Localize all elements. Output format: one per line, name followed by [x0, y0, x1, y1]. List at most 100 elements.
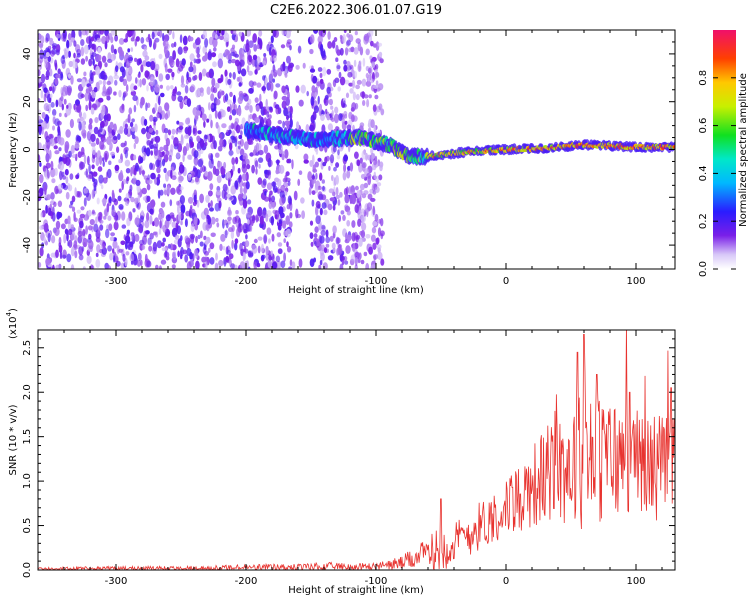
spectrogram-noise-cell	[379, 164, 383, 172]
spectrogram-noise-cell	[130, 153, 135, 161]
spectrogram-noise-cell	[340, 210, 345, 215]
spectrogram-noise-cell	[159, 113, 162, 120]
spectrogram-noise-cell	[139, 165, 143, 173]
spectrogram-noise-cell	[165, 150, 170, 157]
spectrogram-noise-cell	[350, 185, 356, 195]
spectrogram-noise-cell	[182, 35, 188, 46]
spectrogram-noise-cell	[189, 233, 195, 240]
spectrogram-noise-cell	[58, 147, 62, 152]
spectrogram-noise-cell	[218, 133, 223, 139]
spectrogram-noise-cell	[91, 209, 95, 215]
spectrogram-noise-cell	[151, 31, 155, 40]
spectrogram-noise-cell	[319, 260, 323, 266]
spectrogram-noise-cell	[282, 178, 287, 183]
spectrogram-noise-cell	[188, 36, 194, 42]
spectrogram-noise-cell	[246, 164, 251, 170]
spectrogram-noise-cell	[133, 104, 137, 113]
spectrogram-noise-cell	[192, 253, 195, 262]
spectrogram-noise-cell	[126, 229, 130, 235]
spectrogram-noise-cell	[64, 228, 69, 235]
spectrogram-noise-cell	[337, 86, 342, 92]
spectrogram-noise-cell	[66, 104, 69, 109]
spectrogram-noise-cell	[131, 118, 135, 123]
spectrogram-noise-cell	[346, 234, 352, 241]
spectrogram-noise-cell	[113, 74, 119, 80]
spectrogram-noise-cell	[210, 200, 213, 208]
spectrogram-noise-cell	[222, 246, 226, 251]
spectrogram-noise-cell	[225, 93, 229, 102]
spectrogram-noise-cell	[166, 185, 171, 195]
spectrogram-noise-cell	[249, 152, 254, 157]
spectrogram-noise-cell	[365, 234, 371, 239]
spectrogram-noise-cell	[198, 72, 203, 81]
spectrogram-noise-cell	[262, 210, 267, 216]
spectrogram-noise-cell	[283, 252, 286, 262]
spectrogram-noise-cell	[159, 146, 164, 151]
spectrogram-noise-cell	[315, 172, 318, 180]
spectrogram-noise-cell	[322, 162, 327, 167]
spectrogram-noise-cell	[146, 102, 151, 109]
spectrogram-noise-cell	[277, 248, 283, 255]
spectrogram-noise-cell	[137, 73, 141, 78]
spectrogram-noise-cell	[276, 232, 281, 238]
spectrogram-noise-cell	[321, 179, 325, 184]
spectrogram-noise-cell	[89, 129, 93, 134]
svg-text:(x104): (x104)	[5, 308, 19, 339]
spectrogram-noise-cell	[225, 49, 231, 60]
spectrogram-noise-cell	[344, 79, 350, 85]
spectrogram-noise-cell	[197, 158, 204, 168]
spectrogram-noise-cell	[50, 101, 55, 108]
spectrogram-noise-cell	[92, 171, 98, 177]
spectrogram-noise-cell	[45, 70, 50, 78]
spectrogram-noise-cell	[114, 34, 118, 42]
spectrogram-noise-cell	[351, 114, 355, 123]
spectrogram-noise-cell	[215, 121, 219, 129]
spectrogram-noise-cell	[263, 234, 268, 244]
spectrogram-noise-cell	[67, 87, 72, 96]
spectrogram-noise-cell	[317, 185, 322, 191]
spectrogram-noise-cell	[243, 93, 249, 102]
spectrogram-noise-cell	[105, 91, 111, 98]
spectrogram-noise-cell	[210, 104, 215, 109]
spectrogram-noise-cell	[284, 120, 291, 127]
spectrogram-noise-cell	[187, 76, 192, 83]
spectrogram-noise-cell	[195, 58, 201, 64]
spectrogram-noise-cell	[48, 104, 52, 112]
spectrogram-noise-cell	[75, 140, 80, 145]
spectrogram-noise-cell	[173, 137, 179, 147]
spectrogram-noise-cell	[242, 182, 247, 187]
spectrogram-noise-cell	[45, 144, 50, 155]
spectrogram-noise-cell	[58, 112, 62, 117]
spectrogram-noise-cell	[91, 189, 95, 200]
spectrogram-noise-cell	[245, 181, 250, 190]
spectrogram-noise-cell	[40, 212, 44, 218]
spectrogram-noise-cell	[88, 100, 92, 111]
spectrogram-noise-cell	[359, 46, 364, 56]
spectrogram-noise-cell	[325, 236, 331, 244]
spectrogram-noise-cell	[57, 183, 64, 191]
spectrogram-noise-cell	[190, 141, 195, 148]
spectrogram-noise-cell	[131, 134, 136, 140]
spectrogram-noise-cell	[118, 37, 125, 45]
spectrogram-noise-cell	[199, 241, 204, 247]
spectrogram-noise-cell	[108, 223, 113, 231]
spectrogram-noise-cell	[146, 140, 152, 146]
spectrogram-noise-cell	[286, 125, 290, 130]
spectrogram-noise-cell	[254, 160, 259, 169]
spectrogram-noise-cell	[95, 156, 100, 167]
spectrogram-noise-cell	[122, 253, 126, 262]
spectrogram-noise-cell	[253, 261, 257, 268]
spectrogram-noise-cell	[102, 79, 106, 87]
spectrogram-noise-cell	[169, 243, 174, 251]
spectrogram-noise-cell	[208, 36, 214, 46]
spectrogram-noise-cell	[362, 57, 366, 67]
spectrogram-noise-cell	[145, 61, 152, 68]
spectrogram-noise-cell	[209, 183, 214, 191]
spectrogram-noise-cell	[215, 98, 221, 106]
spectrogram-noise-cell	[59, 73, 64, 81]
spectrogram-noise-cell	[157, 173, 161, 179]
spectrogram-noise-cell	[240, 130, 243, 136]
spectrogram-noise-cell	[73, 103, 76, 110]
spectrogram-noise-cell	[39, 225, 44, 231]
spectrogram-noise-cell	[149, 162, 153, 170]
